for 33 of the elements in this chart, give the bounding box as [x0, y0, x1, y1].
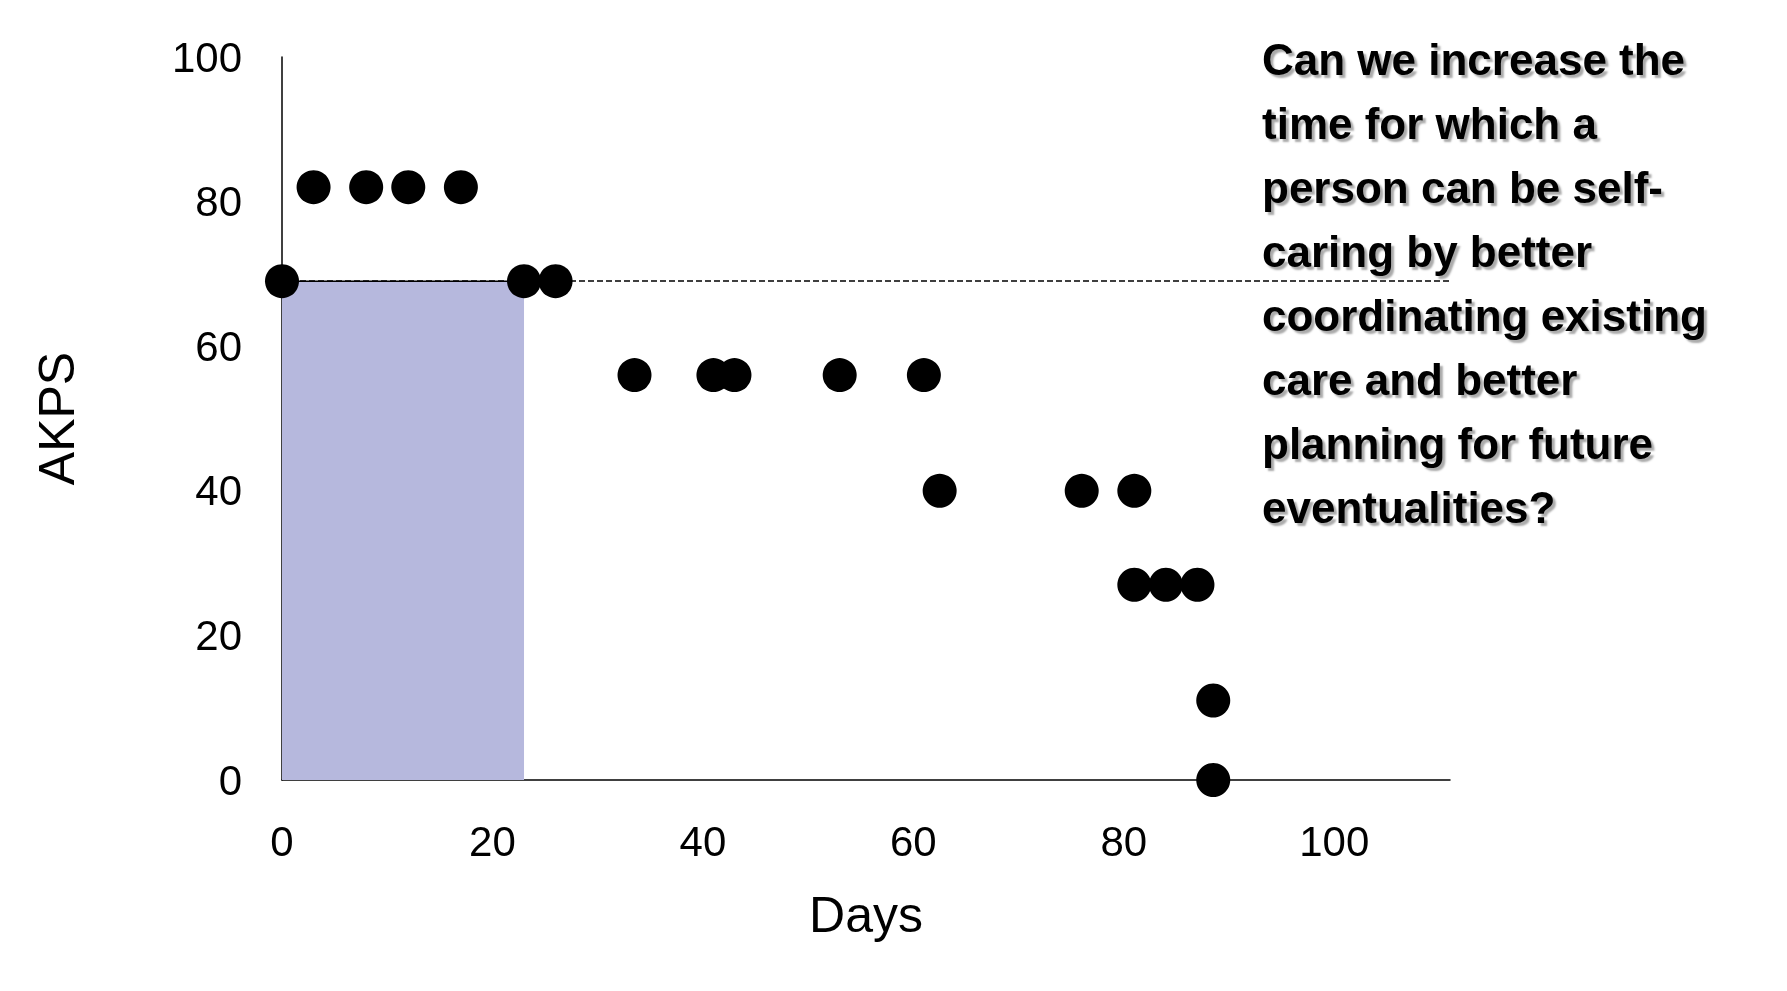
y-tick-label: 100 [171, 33, 242, 81]
point [296, 170, 331, 205]
y-tick-label: 60 [195, 322, 242, 370]
point [906, 358, 941, 393]
point [1196, 683, 1231, 718]
y-axis-title: AKPS [29, 351, 85, 486]
point [1064, 473, 1099, 508]
point [265, 264, 299, 299]
point [1148, 567, 1183, 602]
x-tick-label: 20 [469, 817, 516, 865]
point [922, 473, 957, 508]
y-tick-label: 40 [195, 467, 242, 515]
x-axis-title: Days [809, 887, 923, 943]
x-tick-label: 80 [1100, 817, 1148, 865]
y-tick-label: 80 [195, 178, 242, 226]
point [443, 170, 478, 205]
point [1117, 473, 1152, 508]
x-tick-label: 60 [889, 817, 937, 865]
point [1117, 567, 1152, 602]
point [617, 358, 652, 393]
point [1196, 763, 1231, 797]
point [391, 170, 426, 205]
y-tick-label: 20 [195, 611, 242, 659]
x-tick-label: 0 [270, 817, 294, 865]
point [349, 170, 384, 205]
x-tick-label: 40 [679, 817, 727, 865]
point [538, 264, 573, 299]
annotation: Can we increase the time for which a person can be self-caring by better coordinating existing care and better planning for future eventualities? [1262, 34, 1708, 534]
point [507, 264, 542, 299]
x-tick-label: 100 [1299, 817, 1370, 865]
point [822, 358, 857, 393]
point [1180, 567, 1215, 602]
y-tick-label: 0 [218, 756, 242, 804]
